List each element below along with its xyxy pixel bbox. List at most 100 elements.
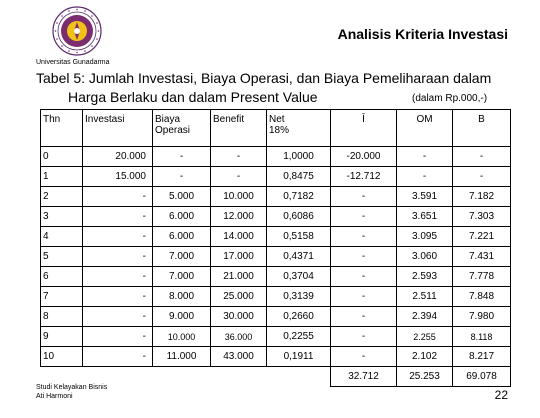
cell-thn: 2	[40, 186, 83, 207]
cell-thn: 5	[40, 246, 83, 267]
cell-biaya-operasi: 6.000	[152, 206, 211, 227]
cell-net: 0,1911	[266, 346, 331, 367]
cell-investasi: -	[82, 326, 153, 347]
cell-b: 7.182	[452, 186, 511, 207]
table-row: 6-7.000 21.000 0,3704-2.593 7.778	[40, 266, 511, 287]
cell-i: -	[330, 326, 397, 347]
cell-om: -	[396, 146, 453, 167]
cell-biaya-operasi: 8.000	[152, 286, 211, 307]
cell-om: -	[396, 166, 453, 187]
cell-biaya-operasi: 7.000	[152, 246, 211, 267]
col-header-om: OM	[396, 109, 453, 147]
table-heading-line2: Harga Berlaku dan dalam Present Value	[68, 89, 318, 105]
cell-net: 0,7182	[266, 186, 331, 207]
cell-benefit: -	[210, 146, 267, 167]
table-row: 10-11.000 43.000 0,1911-2.102 8.217	[40, 346, 511, 367]
cell-biaya-operasi: 9.000	[152, 306, 211, 327]
cell-thn: 6	[40, 266, 83, 287]
col-header-thn: Thn	[40, 109, 83, 147]
cell-investasi: -	[82, 286, 153, 307]
cell-benefit: 17.000	[210, 246, 267, 267]
cell-thn: 8	[40, 306, 83, 327]
slide-title: Analisis Kriteria Investasi	[337, 26, 508, 42]
cell-biaya-operasi: -	[152, 166, 211, 187]
cell-om: 3.095	[396, 226, 453, 247]
cell-investasi: -	[82, 246, 153, 267]
table-header-row: Thn Investasi Biaya Operasi Benefit Net 1…	[40, 109, 511, 147]
table-row: 7-8.000 25.000 0,3139-2.511 7.848	[40, 286, 511, 307]
cell-biaya-operasi: 6.000	[152, 226, 211, 247]
cell-thn: 4	[40, 226, 83, 247]
cell-b: 8.118	[452, 326, 511, 347]
col-header-net: Net 18%	[266, 109, 331, 147]
cell-thn: 7	[40, 286, 83, 307]
cell-investasi: -	[82, 306, 153, 327]
cell-i: -	[330, 226, 397, 247]
cell-investasi: 15.000	[82, 166, 153, 187]
cell-net: 0,4371	[266, 246, 331, 267]
cell-b: 7.778	[452, 266, 511, 287]
col-header-investasi: Investasi	[82, 109, 153, 147]
cell-i: -	[330, 286, 397, 307]
cell-benefit: 14.000	[210, 226, 267, 247]
col-header-benefit: Benefit	[210, 109, 267, 147]
cell-i: -	[330, 266, 397, 287]
cell-thn: 1	[40, 166, 83, 187]
cell-i: -	[330, 206, 397, 227]
table-row: 2-5.000 10.000 0,7182-3.591 7.182	[40, 186, 511, 207]
footer-author: Ati Harmoni	[36, 393, 73, 400]
cell-benefit: -	[210, 166, 267, 187]
cell-i: -	[330, 346, 397, 367]
page-number: 22	[494, 388, 508, 402]
table-row: 4-6.000 14.000 0,5158-3.095 7.221	[40, 226, 511, 247]
cell-biaya-operasi: 5.000	[152, 186, 211, 207]
cell-b: -	[452, 146, 511, 167]
cell-i: -	[330, 246, 397, 267]
cell-biaya-operasi: -	[152, 146, 211, 167]
cell-b: -	[452, 166, 511, 187]
cell-biaya-operasi: 11.000	[152, 346, 211, 367]
cell-net: 0,5158	[266, 226, 331, 247]
totals-row: 32.712 25.253 69.078	[41, 366, 511, 387]
cell-thn: 3	[40, 206, 83, 227]
table-row: 9-10.000 36.000 0,2255-2.255 8.118	[40, 326, 511, 347]
cell-om: 3.651	[396, 206, 453, 227]
total-om: 25.253	[396, 366, 453, 387]
cell-om: 2.394	[396, 306, 453, 327]
cell-b: 7.848	[452, 286, 511, 307]
net-rate: 18%	[269, 125, 290, 136]
cell-net: 0,6086	[266, 206, 331, 227]
total-b: 69.078	[452, 366, 511, 387]
university-seal-logo	[52, 6, 102, 56]
cell-net: 1,0000	[266, 146, 331, 167]
cell-investasi: -	[82, 266, 153, 287]
table-heading-line1: Tabel 5: Jumlah Investasi, Biaya Operasi…	[36, 70, 492, 86]
cell-thn: 10	[40, 346, 83, 367]
col-header-b: B	[452, 109, 511, 147]
cell-benefit: 25.000	[210, 286, 267, 307]
total-i: 32.712	[330, 366, 397, 387]
cell-net: 0,3704	[266, 266, 331, 287]
table-row: 8-9.000 30.000 0,2660-2.394 7.980	[40, 306, 511, 327]
col-header-biaya-operasi: Biaya Operasi	[152, 109, 211, 147]
table-row: 3-6.000 12.000 0,6086-3.651 7.303	[40, 206, 511, 227]
cell-investasi: -	[82, 226, 153, 247]
cell-om: 2.511	[396, 286, 453, 307]
cell-i: -	[330, 306, 397, 327]
investment-table: Thn Investasi Biaya Operasi Benefit Net 1…	[40, 109, 511, 387]
cell-net: 0,8475	[266, 166, 331, 187]
col-header-i: Ī	[330, 109, 397, 147]
cell-benefit: 10.000	[210, 186, 267, 207]
table-row: 0 20.000- -1,0000 -20.000- -	[40, 146, 511, 167]
cell-net: 0,2660	[266, 306, 331, 327]
cell-biaya-operasi: 10.000	[152, 326, 211, 347]
cell-investasi: -	[82, 206, 153, 227]
table-row: 1 15.000- -0,8475 -12.712- -	[40, 166, 511, 187]
table-row: 5-7.000 17.000 0,4371-3.060 7.431	[40, 246, 511, 267]
cell-benefit: 21.000	[210, 266, 267, 287]
cell-i: -	[330, 186, 397, 207]
cell-om: 2.102	[396, 346, 453, 367]
cell-om: 2.255	[396, 326, 453, 347]
cell-om: 3.060	[396, 246, 453, 267]
cell-b: 8.217	[452, 346, 511, 367]
